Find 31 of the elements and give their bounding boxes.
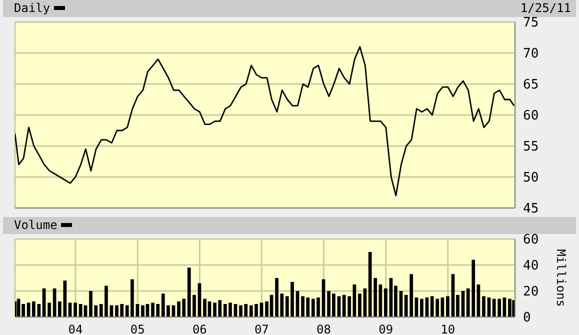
bar [446,296,450,317]
y-tick-label: 0 [523,310,531,326]
x-tick-label: 05 [130,322,145,335]
bar [358,294,362,317]
y-tick-label: 45 [523,202,539,217]
bar [48,302,51,317]
y-tick-label: 55 [523,140,539,155]
x-tick-label: 06 [192,322,207,335]
x-tick-label: 07 [254,322,269,335]
x-tick-label: 08 [316,322,331,335]
y-tick-label: 60 [523,232,539,248]
bar [508,298,512,317]
bar [384,288,388,317]
y-tick-label: 40 [523,258,539,274]
y-tick-label: 70 [523,46,539,62]
x-tick-label: 09 [378,322,394,335]
y-tick-label: 60 [523,108,539,124]
bar [482,296,486,317]
legend-label: Daily [14,1,50,15]
y-tick-label: 75 [523,16,539,31]
y-axis-title: Millions [554,249,568,307]
y-tick-label: 20 [523,284,539,300]
bar [74,302,77,317]
legend-label: Volume [14,218,58,232]
bar [420,298,424,317]
y-tick-label: 65 [523,78,539,93]
y-tick-label: 50 [523,170,539,186]
text: 1/25/11 [520,1,571,15]
line-series [15,46,515,196]
x-tick-label: 04 [68,322,83,335]
x-tick-label: 10 [440,322,456,335]
